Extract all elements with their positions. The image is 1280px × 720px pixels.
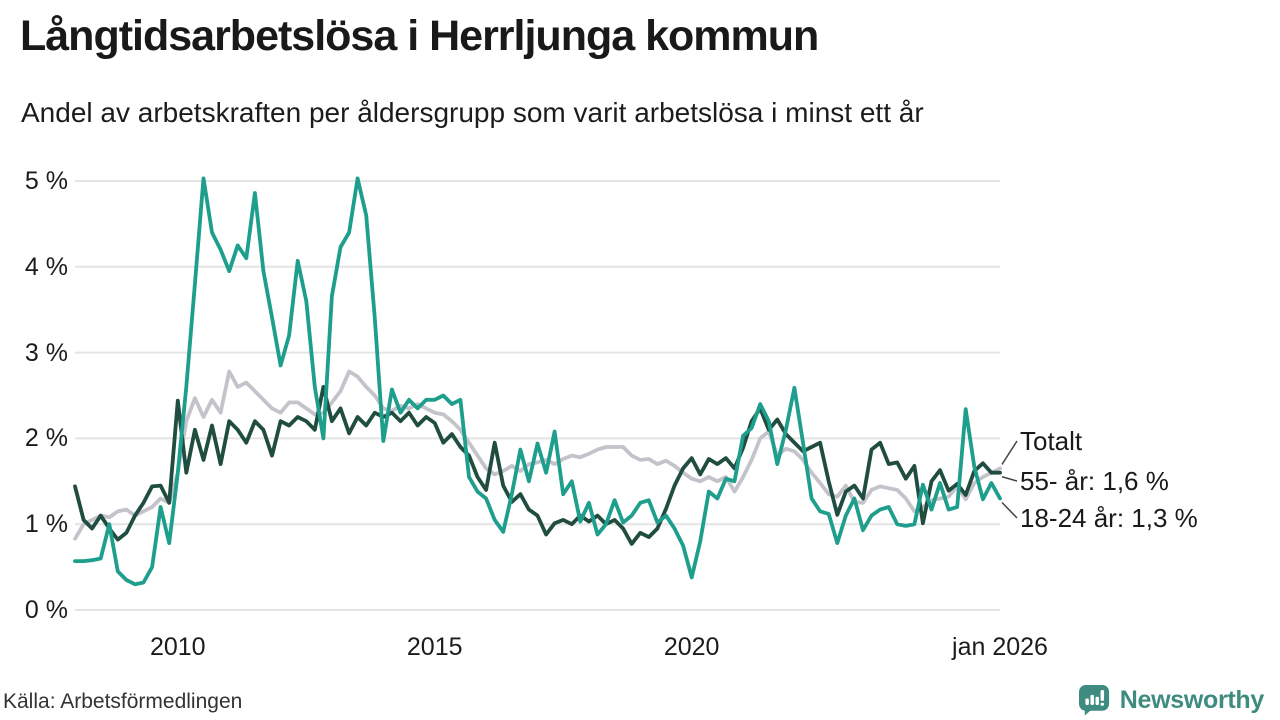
series-annotation-Totalt: Totalt [1020,426,1083,456]
x-tick-label: 2015 [406,633,463,661]
chart-title: Långtidsarbetslösa i Herrljunga kommun [20,12,819,60]
series-line-55-r [73,384,1002,546]
series-line-18-24r [73,176,1002,587]
x-tick-label: jan 2026 [952,633,1048,661]
series-line-Totalt [73,369,1002,541]
y-tick-label: 0 % [24,596,68,624]
y-tick-label: 4 % [24,252,68,281]
source-note: Källa: Arbetsförmedlingen [3,690,243,713]
x-tick-label: 2010 [149,633,206,661]
annotation-leader-line [1001,475,1018,482]
annotation-leader-line [1001,501,1018,519]
x-tick-label: 2020 [663,633,720,661]
series-annotation-55-r: 55- år: 1,6 % [1020,466,1169,496]
newsworthy-logo-icon [1078,684,1109,716]
y-tick-label: 3 % [24,338,68,367]
newsworthy-logo-text: Newsworthy [1119,686,1265,714]
series-annotation-18-24r: 18-24 år: 1,3 % [1020,503,1198,533]
y-tick-label: 2 % [24,424,68,453]
newsworthy-branding: Newsworthy [1078,684,1264,717]
y-tick-label: 1 % [24,510,68,539]
annotation-leader-line [1001,440,1018,465]
chart-subtitle: Andel av arbetskraften per åldersgrupp s… [21,97,924,128]
y-tick-label: 5 % [24,167,68,195]
